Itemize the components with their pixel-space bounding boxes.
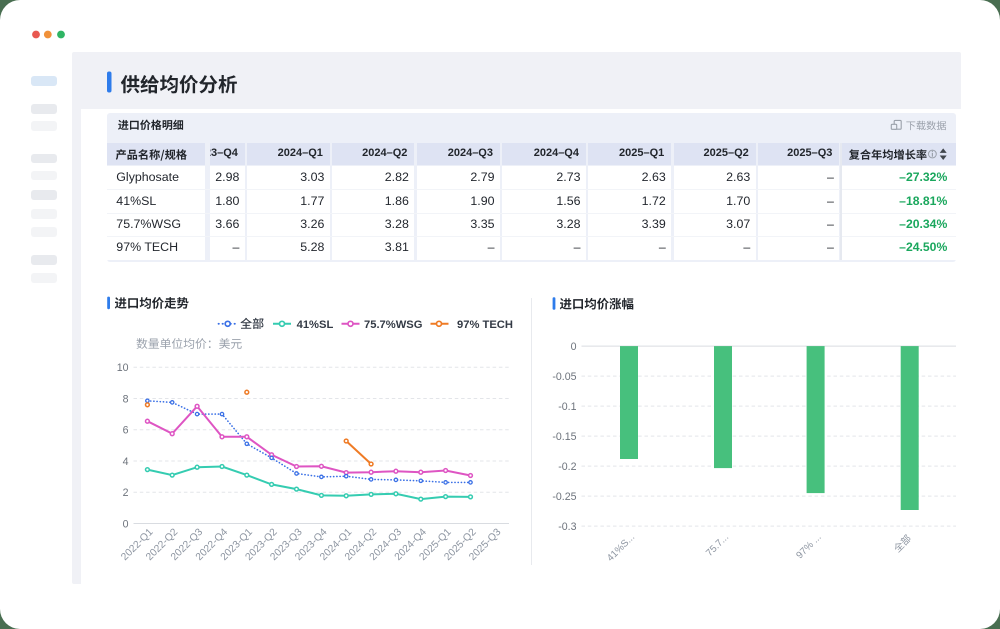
svg-text:41%S...: 41%S... — [605, 532, 637, 564]
svg-text:-0.2: -0.2 — [558, 461, 576, 473]
svg-text:8: 8 — [123, 393, 129, 405]
svg-text:2: 2 — [123, 487, 129, 499]
svg-text:-0.25: -0.25 — [552, 491, 576, 503]
svg-text:-0.05: -0.05 — [552, 371, 576, 383]
svg-text:41%SL: 41%SL — [297, 319, 334, 331]
svg-text:-0.15: -0.15 — [552, 431, 576, 443]
svg-text:4: 4 — [123, 456, 129, 468]
svg-text:-0.1: -0.1 — [558, 401, 576, 413]
svg-text:97% TECH: 97% TECH — [457, 319, 513, 331]
svg-text:75.7...: 75.7... — [704, 532, 731, 559]
svg-text:75.7%WSG: 75.7%WSG — [364, 319, 423, 331]
svg-text:97% ...: 97% ... — [794, 532, 823, 561]
svg-text:6: 6 — [123, 425, 129, 437]
svg-text:10: 10 — [117, 362, 129, 374]
svg-text:0: 0 — [123, 518, 129, 530]
svg-text:-0.3: -0.3 — [558, 521, 576, 533]
svg-text:0: 0 — [571, 341, 577, 353]
